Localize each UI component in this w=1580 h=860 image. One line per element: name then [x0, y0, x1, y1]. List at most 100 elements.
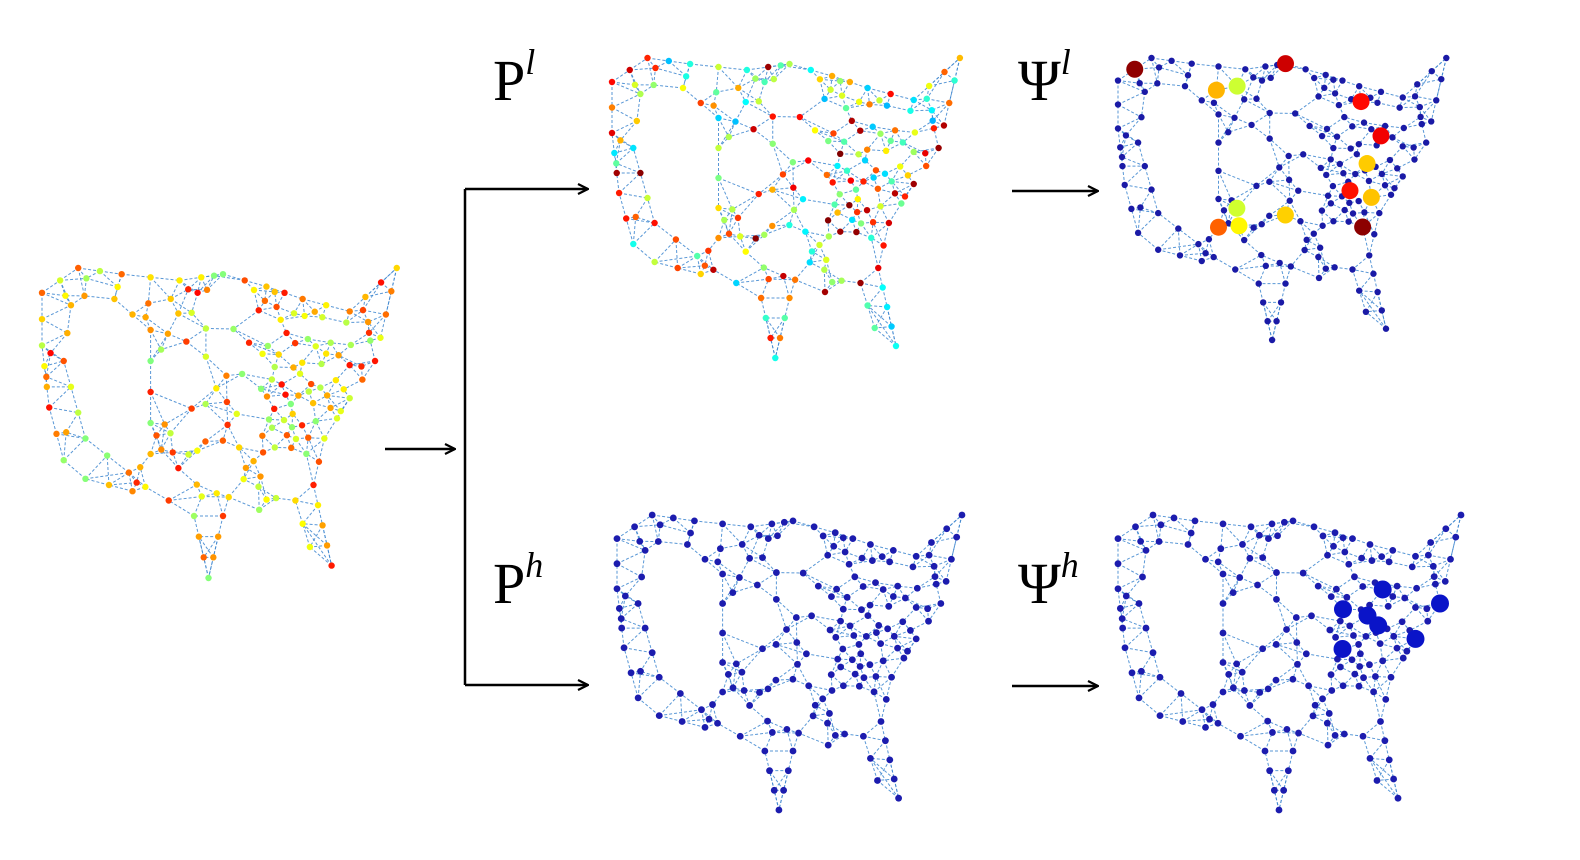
graph-edge [877, 780, 899, 799]
graph-node [831, 201, 838, 208]
graph-node [710, 102, 717, 109]
graph-node [1330, 144, 1337, 152]
graph-node [53, 430, 60, 438]
graph-node [789, 747, 797, 755]
graph-node [912, 552, 920, 560]
graph-node [158, 446, 165, 453]
graph-node [1282, 280, 1289, 287]
graph-edge [164, 408, 192, 425]
graph-edge [1124, 165, 1146, 186]
graph-edge [1302, 572, 1337, 590]
graph-edge [895, 129, 915, 133]
graph-node [1209, 701, 1217, 708]
graph-node [1285, 176, 1293, 184]
graph-node [257, 385, 265, 393]
graph-edge [626, 218, 655, 224]
graph-node [1246, 702, 1254, 709]
graph-node [1399, 94, 1406, 101]
graph-node [732, 118, 739, 125]
graph-edge [805, 231, 829, 237]
graph-edge [768, 278, 796, 281]
graph-node [857, 220, 865, 227]
graph-edge [776, 598, 797, 618]
graph-node [1292, 614, 1300, 621]
graph-node [271, 444, 278, 451]
graph-edge [1134, 66, 1160, 70]
graph-node [1324, 192, 1332, 199]
graph-node [1349, 210, 1357, 217]
graph-node [347, 341, 355, 349]
graph-node [1264, 318, 1271, 325]
graph-node [948, 555, 955, 563]
graph-edge [1299, 221, 1308, 240]
graph-node [1330, 218, 1337, 225]
graph-node [725, 133, 732, 141]
graph-edge [1117, 549, 1147, 565]
graph-node [742, 98, 749, 106]
graph-edge [99, 270, 122, 275]
graph-node [256, 506, 263, 513]
graph-node [1371, 231, 1378, 238]
graph-edge [177, 289, 189, 314]
graph-node [1259, 554, 1267, 562]
graph-edge [789, 63, 811, 71]
graph-edge [1222, 662, 1234, 689]
graph-node [759, 554, 766, 562]
graph-node [273, 303, 280, 311]
graph-edge [46, 386, 50, 408]
graph-node [83, 275, 90, 282]
graph-edge [833, 120, 853, 134]
graph-edge [1402, 638, 1416, 659]
graph-node [904, 647, 911, 655]
graph-node [1253, 95, 1260, 102]
graph-node [1289, 747, 1297, 755]
graph-edge [718, 66, 747, 71]
graph-node [1316, 244, 1324, 251]
graph-node [1225, 129, 1232, 136]
graph-edge [798, 732, 829, 746]
graph-node [1175, 225, 1182, 232]
graph-node [824, 719, 831, 727]
graph-edge [1276, 572, 1304, 574]
graph-node [1220, 207, 1228, 214]
graph-node [255, 307, 262, 314]
graph-edge [60, 277, 87, 281]
graph-edge [1117, 538, 1141, 542]
graph-edge [1339, 153, 1358, 165]
graph-edge [886, 306, 897, 347]
graph-edge [1269, 181, 1299, 192]
graph-node [937, 600, 945, 607]
graph-edge [735, 101, 747, 122]
graph-node [1327, 593, 1335, 601]
graph-edge [367, 321, 381, 339]
graph-edge [1249, 705, 1269, 722]
graph-edge [148, 298, 171, 304]
graph-edge [824, 269, 842, 282]
graph-edge [903, 638, 917, 659]
graph-node [1423, 139, 1430, 146]
graph-node [1424, 617, 1432, 625]
graph-edge [150, 422, 171, 434]
graph-edge [1222, 523, 1252, 528]
graph-node [880, 242, 887, 249]
graph-node [1400, 124, 1408, 132]
graph-edge [108, 472, 130, 486]
graph-edge [802, 572, 837, 590]
graph-node [1269, 729, 1276, 736]
graph-edge [205, 403, 228, 426]
graph-edge [170, 298, 192, 314]
graph-node [951, 77, 958, 84]
graph-node [774, 532, 781, 540]
graph-node [863, 206, 871, 214]
graph-edge [863, 721, 882, 737]
graph-node [1358, 155, 1376, 173]
graph-node [1280, 518, 1288, 526]
graph-edge [1328, 713, 1336, 736]
graph-edge [1140, 91, 1146, 118]
graph-edge [1373, 691, 1381, 722]
graph-node [1368, 126, 1375, 133]
graph-node [1214, 558, 1222, 566]
graph-edge [1294, 113, 1328, 130]
graph-edge [1158, 249, 1181, 256]
